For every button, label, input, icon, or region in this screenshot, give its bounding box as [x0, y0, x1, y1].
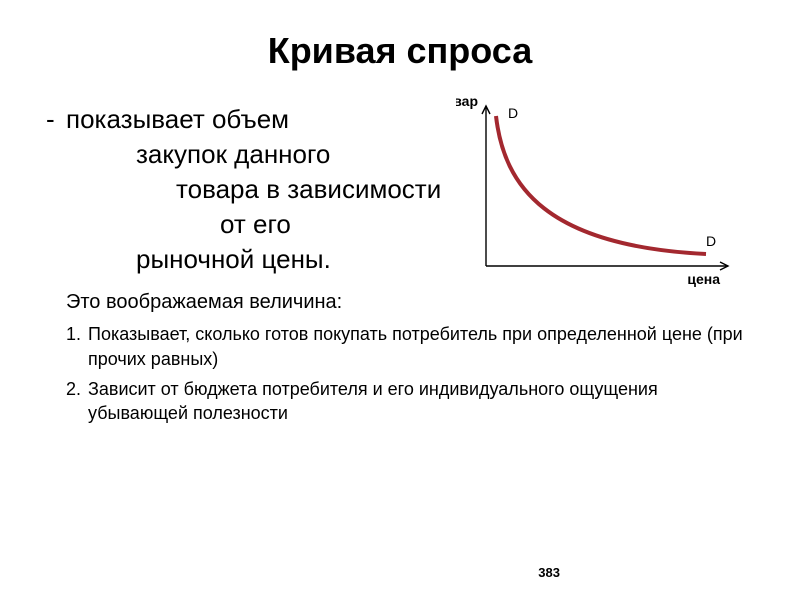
y-axis-label: товар	[456, 96, 478, 109]
slide-title: Кривая спроса	[40, 30, 760, 72]
numbered-list: Показывает, сколько готов покупать потре…	[40, 322, 760, 425]
list-item: Показывает, сколько готов покупать потре…	[66, 322, 760, 371]
demand-curve-chart: товар цена D D	[456, 96, 746, 296]
list-item: Зависит от бюджета потребителя и его инд…	[66, 377, 760, 426]
slide: Кривая спроса показывает объем закупок д…	[0, 0, 800, 600]
x-axis-label: цена	[687, 271, 720, 287]
demand-curve	[496, 116, 706, 254]
curve-label-end: D	[706, 233, 716, 249]
bullet-line-0: показывает объем	[66, 104, 289, 134]
page-number: 383	[538, 565, 560, 580]
curve-label-start: D	[508, 105, 518, 121]
